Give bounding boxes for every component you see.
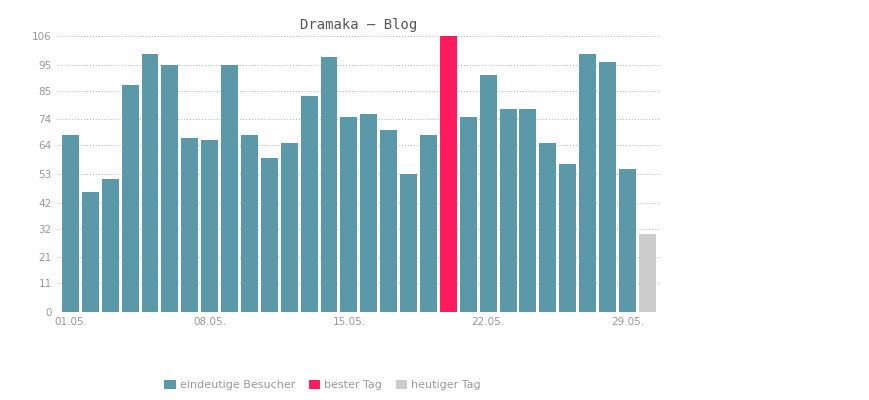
Bar (599, 62, 615, 312)
Bar (499, 109, 516, 312)
Bar (638, 234, 655, 312)
Bar (221, 65, 238, 312)
Title: Dramaka – Blog: Dramaka – Blog (300, 18, 417, 32)
Bar (579, 54, 595, 312)
Bar (181, 138, 198, 312)
Bar (539, 143, 555, 312)
Bar (102, 179, 118, 312)
Bar (301, 96, 317, 312)
Bar (162, 65, 178, 312)
Bar (460, 117, 476, 312)
Bar (479, 75, 496, 312)
Bar (82, 192, 99, 312)
Bar (201, 140, 218, 312)
Bar (122, 86, 138, 312)
Bar (320, 57, 337, 312)
Bar (261, 158, 277, 312)
Bar (400, 174, 416, 312)
Bar (440, 33, 456, 312)
Bar (241, 135, 257, 312)
Bar (380, 130, 397, 312)
Bar (62, 135, 79, 312)
Legend: eindeutige Besucher, bester Tag, heutiger Tag: eindeutige Besucher, bester Tag, heutige… (160, 376, 485, 395)
Bar (519, 109, 536, 312)
Bar (142, 54, 158, 312)
Bar (618, 169, 635, 312)
Bar (559, 164, 575, 312)
Bar (420, 135, 436, 312)
Bar (360, 114, 377, 312)
Bar (281, 143, 297, 312)
Bar (340, 117, 357, 312)
